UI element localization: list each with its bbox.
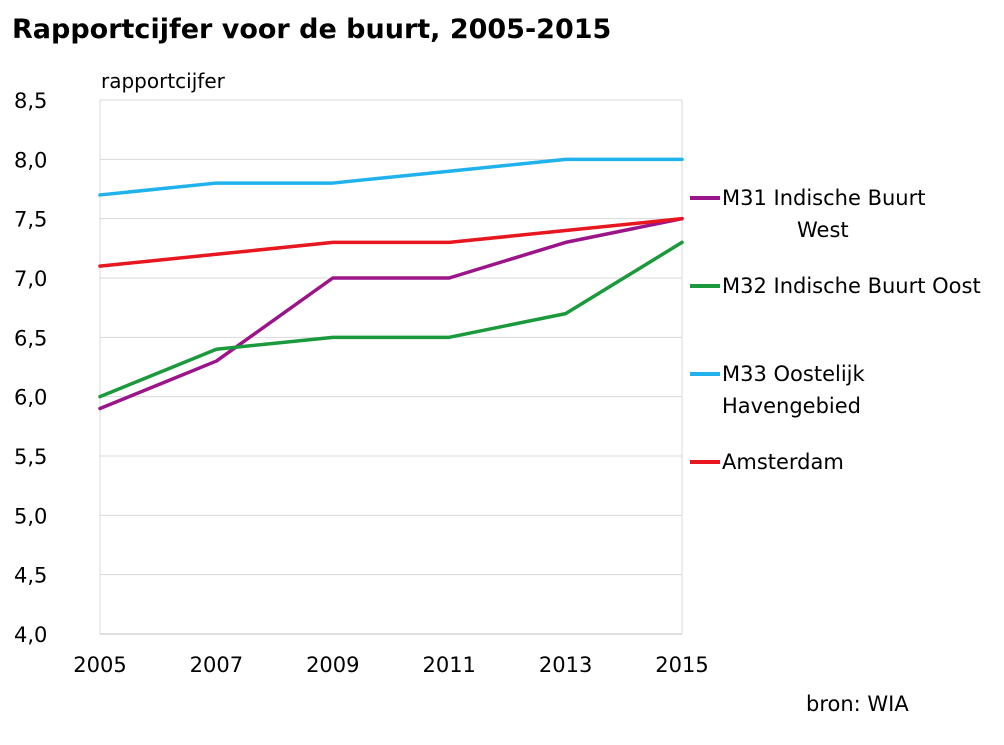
- y-tick-label: 8,0: [14, 148, 47, 172]
- legend-swatch: [690, 372, 720, 376]
- x-tick-label: 2009: [306, 653, 359, 677]
- series-line: [98, 216, 684, 268]
- legend-swatch: [690, 284, 720, 288]
- y-tick-label: 5,0: [14, 504, 47, 528]
- grid-lines: [99, 99, 683, 635]
- y-axis-ticks: 4,0 4,5 5,0 5,5 6,0 6,5 7,0 7,5 8,0 8,5: [14, 89, 47, 647]
- series-line: [98, 216, 684, 411]
- legend-label-line: Havengebied: [722, 394, 861, 418]
- y-axis-label: rapportcijfer: [101, 69, 226, 93]
- y-tick-label: 7,0: [14, 267, 47, 291]
- x-axis-ticks: 2005 2007 2009 2011 2013 2015: [73, 653, 708, 677]
- y-tick-label: 5,5: [14, 445, 47, 469]
- x-tick-label: 2013: [539, 653, 592, 677]
- x-tick-label: 2015: [655, 653, 708, 677]
- x-tick-label: 2005: [73, 653, 126, 677]
- chart-title: Rapportcijfer voor de buurt, 2005-2015: [12, 14, 612, 45]
- legend-label: Amsterdam: [722, 446, 997, 478]
- legend-label-line: Amsterdam: [722, 450, 844, 474]
- legend-label-line: West: [797, 218, 849, 242]
- legend-label-line: M32 Indische Buurt Oost: [722, 274, 981, 298]
- series-lines: [98, 157, 684, 411]
- x-tick-label: 2011: [422, 653, 475, 677]
- y-tick-label: 4,0: [14, 623, 47, 647]
- legend-label: M31 Indische Buurt West: [722, 182, 997, 246]
- y-tick-label: 8,5: [14, 89, 47, 113]
- series-line: [98, 157, 684, 197]
- x-tick-label: 2007: [190, 653, 243, 677]
- y-tick-label: 6,0: [14, 386, 47, 410]
- legend-label: M32 Indische Buurt Oost: [722, 270, 997, 302]
- legend-label-line: M31 Indische Buurt: [722, 186, 926, 210]
- y-tick-label: 6,5: [14, 326, 47, 350]
- legend-swatch: [690, 460, 720, 464]
- source-note: bron: WIA: [806, 692, 909, 716]
- legend-label-line: M33 Oostelijk: [722, 362, 865, 386]
- y-tick-label: 4,5: [14, 564, 47, 588]
- legend-label: M33 Oostelijk Havengebied: [722, 358, 997, 422]
- series-line: [98, 240, 684, 399]
- y-tick-label: 7,5: [14, 208, 47, 232]
- legend-swatch: [690, 196, 720, 200]
